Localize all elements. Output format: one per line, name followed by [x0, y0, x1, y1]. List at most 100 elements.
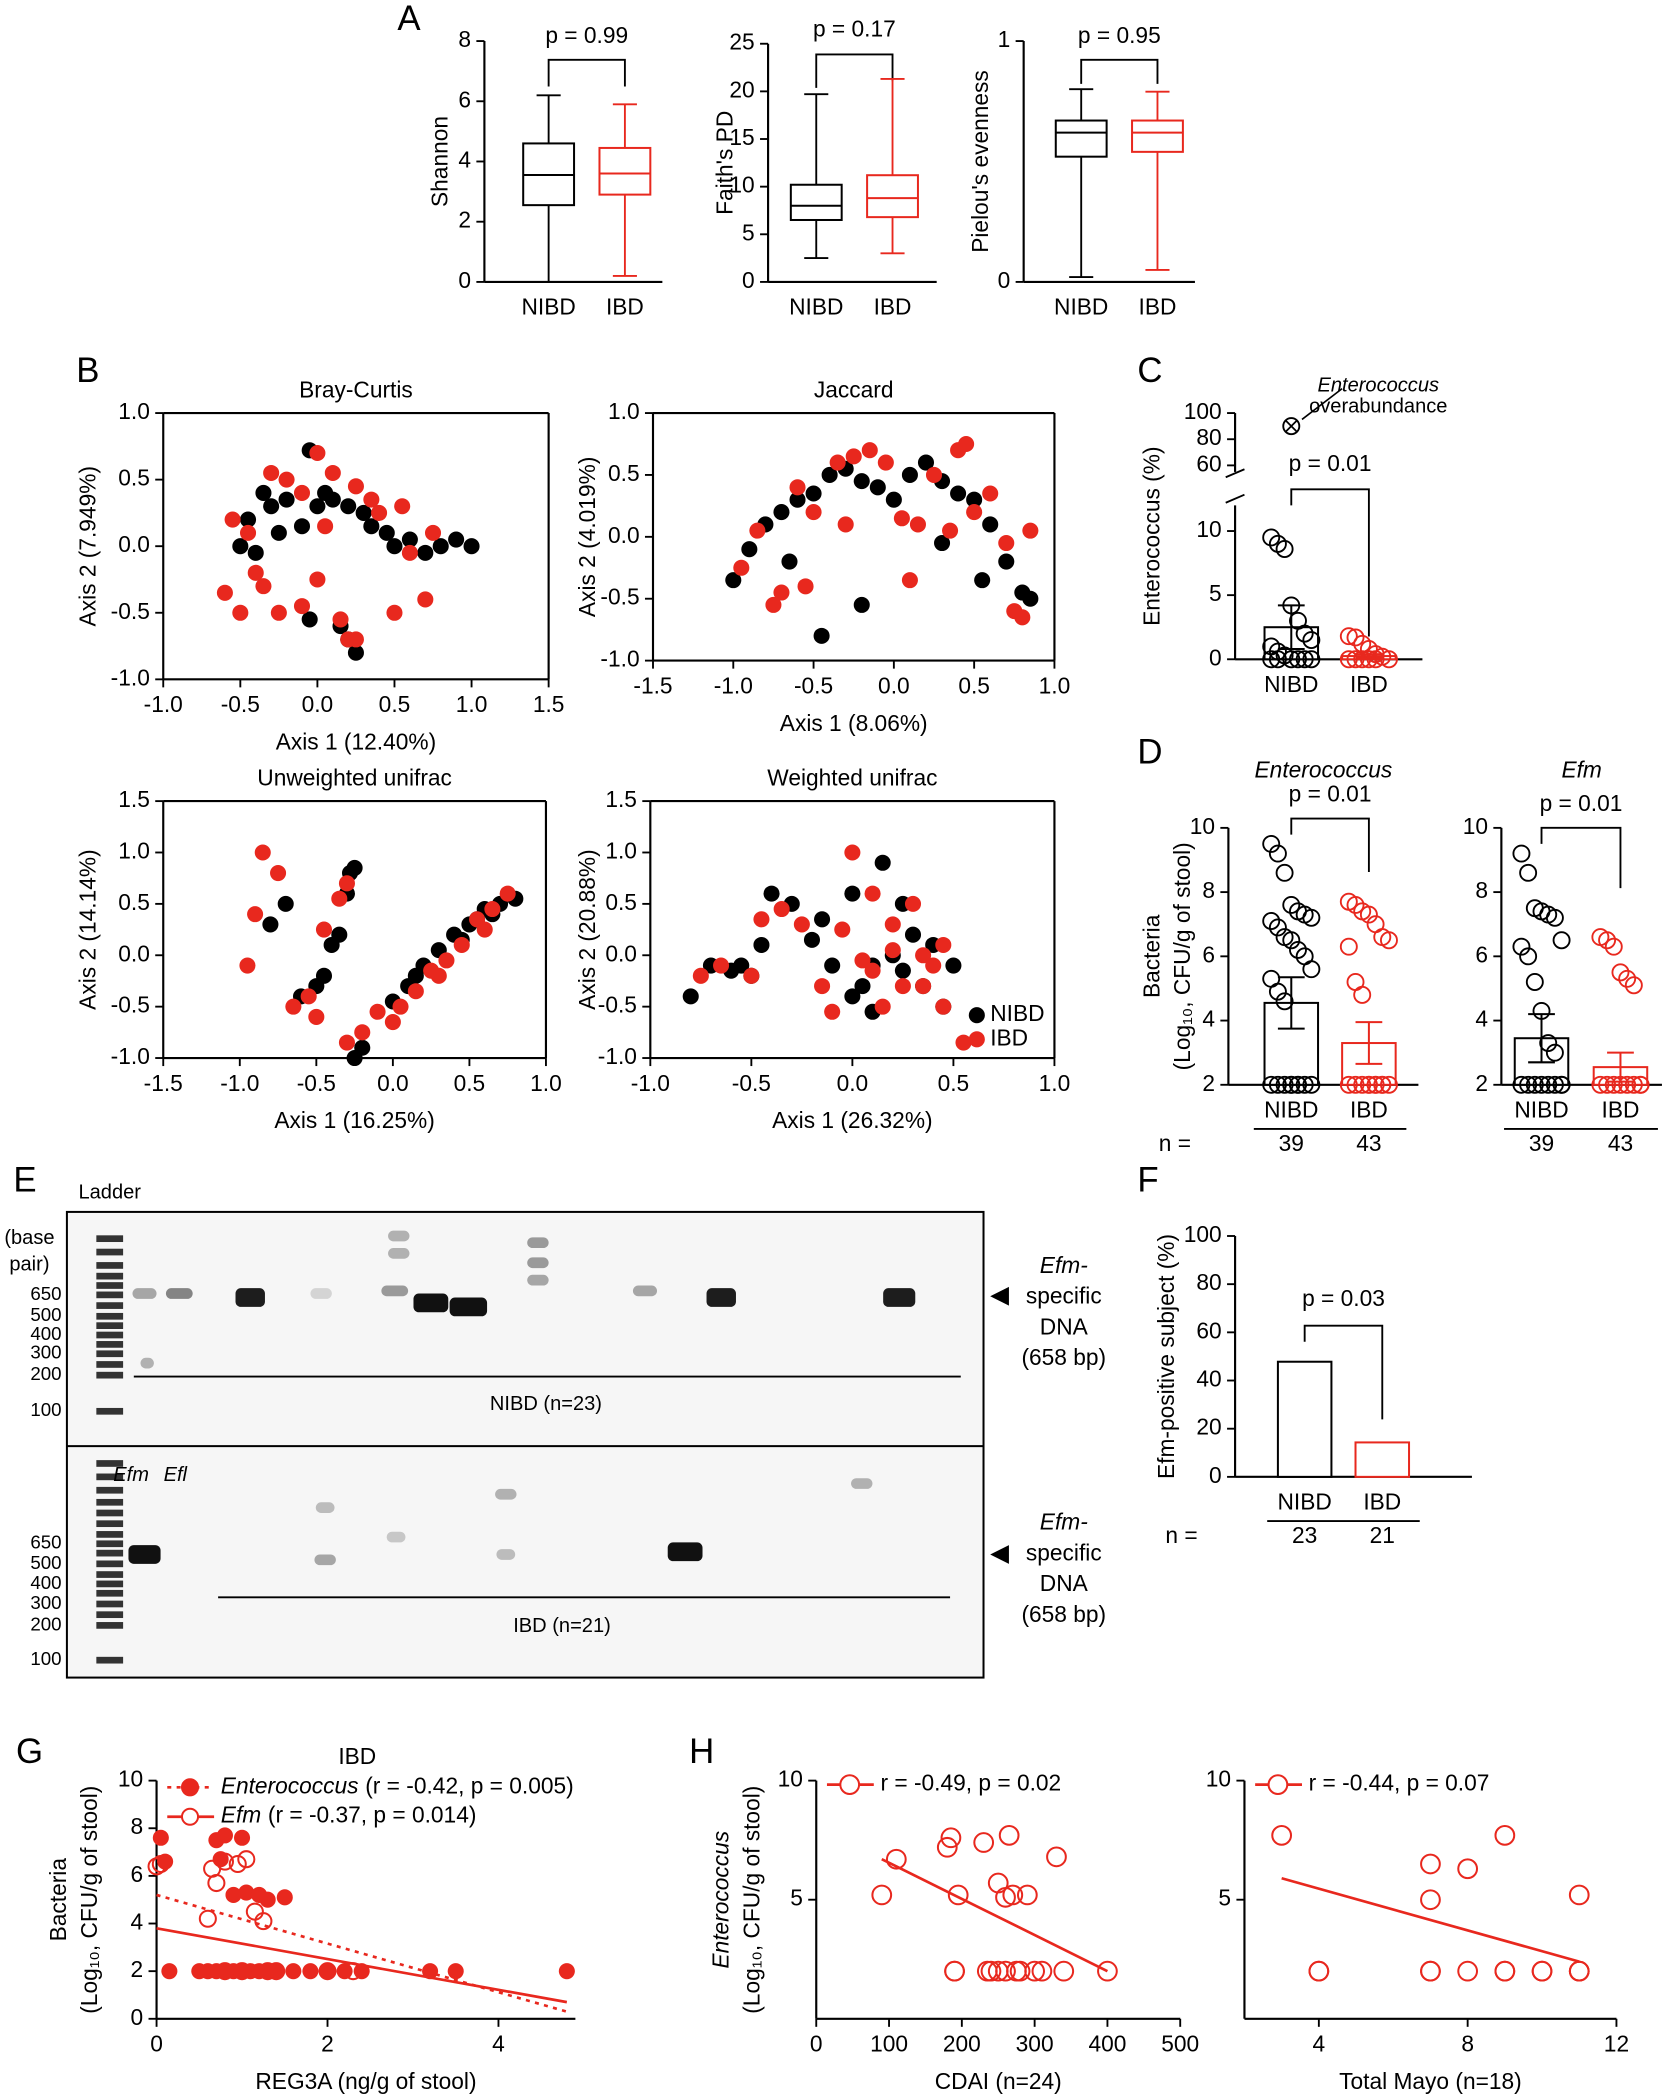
y-tick-label: -0.5 [598, 992, 637, 1018]
x-tick-label: -0.5 [297, 1070, 336, 1096]
data-point [277, 895, 294, 912]
legend-marker [968, 1007, 985, 1024]
x-tick-label: -1.5 [633, 672, 672, 698]
data-point [276, 1889, 293, 1906]
data-point [363, 491, 380, 508]
y-tick-label: 4 [131, 1909, 144, 1935]
ladder-band [96, 1571, 124, 1578]
n-count: 39 [1529, 1130, 1554, 1156]
legend-title: IBD [338, 1743, 376, 1769]
chart-title: Efm [1561, 757, 1601, 783]
gel-band [128, 1545, 161, 1564]
data-point [947, 1884, 969, 1906]
p-value: p = 0.01 [1289, 781, 1372, 807]
gel-band [527, 1257, 549, 1269]
y-tick-label: 80 [1196, 424, 1221, 450]
data-point [237, 1850, 256, 1869]
trend-line [881, 1858, 1109, 1973]
data-point [340, 498, 357, 515]
data-point [793, 916, 810, 933]
data-point [270, 865, 287, 882]
data-point [1289, 650, 1307, 669]
data-point [1302, 908, 1321, 927]
data-point [278, 491, 295, 508]
chart-title: Unweighted unifrac [257, 765, 452, 791]
data-point [854, 952, 871, 969]
data-point [363, 518, 380, 535]
x-tick-label: 400 [1088, 2031, 1126, 2057]
significance-bracket [1290, 488, 1370, 637]
data-point [263, 498, 280, 515]
y-axis-label: Axis 2 (20.88%) [574, 849, 600, 1009]
n-count: 23 [1292, 1522, 1317, 1548]
data-point [255, 484, 272, 501]
data-point [874, 998, 891, 1015]
data-point [901, 572, 918, 589]
data-point [904, 895, 922, 912]
data-point [966, 504, 983, 521]
data-point [1366, 650, 1385, 669]
data-point [869, 479, 886, 496]
data-point [982, 485, 999, 502]
x-tick-label: 0.5 [958, 672, 990, 698]
data-point [725, 572, 742, 589]
data-point [285, 998, 302, 1015]
ladder-size: 400 [30, 1572, 61, 1593]
data-point [224, 511, 241, 528]
y-tick-label: -1.0 [111, 1043, 150, 1069]
data-point [386, 538, 403, 555]
data-point [894, 962, 911, 979]
data-point [1275, 540, 1294, 558]
data-point [1366, 1075, 1385, 1094]
y-tick-label: 2 [131, 1956, 144, 1982]
data-point [942, 522, 959, 539]
data-point [331, 926, 348, 943]
data-point [318, 1962, 337, 1981]
data-point [1302, 960, 1321, 979]
x-tick-label: -0.5 [794, 672, 833, 698]
data-point [401, 531, 418, 548]
data-point [1275, 863, 1294, 882]
data-point [1631, 1075, 1650, 1094]
data-point [955, 1034, 972, 1051]
y-tick-label: 10 [729, 172, 754, 198]
data-point [844, 988, 861, 1005]
box [1131, 119, 1184, 153]
control-label: Efm [113, 1464, 149, 1486]
y-axis-label: (Log₁₀, CFU/g of stool) [738, 1786, 764, 2014]
data-point [270, 524, 287, 541]
data-point [324, 464, 341, 481]
data-point [1268, 650, 1287, 669]
data-point [805, 504, 822, 521]
significance-bracket [815, 53, 894, 88]
data-point [1282, 596, 1301, 615]
note: overabundance [1309, 396, 1447, 418]
panel-label: G [16, 1733, 43, 1771]
data-point [259, 1891, 276, 1908]
data-point [861, 442, 878, 459]
x-tick-label: -0.5 [732, 1070, 771, 1096]
data-point [854, 978, 871, 995]
data-point [893, 510, 910, 527]
data-point [995, 1960, 1016, 1982]
data-point [894, 978, 911, 995]
x-tick-label: 4 [1313, 2031, 1326, 2057]
data-point [813, 627, 830, 644]
data-point [741, 541, 758, 558]
data-point [824, 1003, 841, 1020]
gel-band [449, 1297, 488, 1317]
data-point [1282, 650, 1301, 669]
data-point [301, 611, 318, 628]
data-point [1016, 1884, 1038, 1906]
y-tick-label: 1.0 [118, 398, 150, 424]
data-point [1420, 1853, 1441, 1875]
data-point [885, 491, 902, 508]
data-point [247, 564, 264, 581]
data-point [1302, 650, 1321, 669]
target-label: (658 bp) [1021, 1344, 1106, 1370]
ladder-band [96, 1291, 124, 1299]
x-tick-label: -1.0 [631, 1070, 670, 1096]
y-tick-label: 0 [742, 267, 755, 293]
legend-name: Enterococcus [221, 1772, 359, 1798]
data-point [1568, 1884, 1590, 1906]
